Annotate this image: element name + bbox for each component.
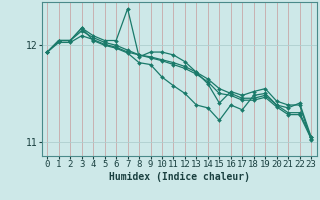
- X-axis label: Humidex (Indice chaleur): Humidex (Indice chaleur): [109, 172, 250, 182]
